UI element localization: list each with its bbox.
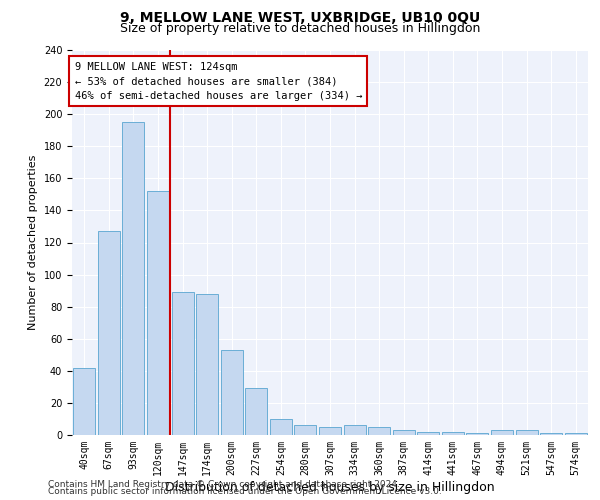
Bar <box>442 432 464 435</box>
Bar <box>295 426 316 435</box>
Bar <box>270 419 292 435</box>
Bar <box>319 427 341 435</box>
Bar <box>98 232 120 435</box>
Bar <box>417 432 439 435</box>
Bar <box>491 430 513 435</box>
Bar <box>392 430 415 435</box>
Bar <box>540 434 562 435</box>
Bar <box>245 388 268 435</box>
Bar <box>196 294 218 435</box>
Bar <box>73 368 95 435</box>
Y-axis label: Number of detached properties: Number of detached properties <box>28 155 38 330</box>
Bar <box>221 350 243 435</box>
Bar <box>122 122 145 435</box>
Text: 9, MELLOW LANE WEST, UXBRIDGE, UB10 0QU: 9, MELLOW LANE WEST, UXBRIDGE, UB10 0QU <box>120 11 480 25</box>
X-axis label: Distribution of detached houses by size in Hillingdon: Distribution of detached houses by size … <box>165 480 495 494</box>
Bar <box>172 292 194 435</box>
Bar <box>515 430 538 435</box>
Bar <box>368 427 390 435</box>
Bar <box>466 434 488 435</box>
Text: Contains public sector information licensed under the Open Government Licence v3: Contains public sector information licen… <box>48 487 442 496</box>
Text: Size of property relative to detached houses in Hillingdon: Size of property relative to detached ho… <box>120 22 480 35</box>
Bar <box>147 191 169 435</box>
Text: 9 MELLOW LANE WEST: 124sqm
← 53% of detached houses are smaller (384)
46% of sem: 9 MELLOW LANE WEST: 124sqm ← 53% of deta… <box>74 62 362 101</box>
Bar <box>565 434 587 435</box>
Text: Contains HM Land Registry data © Crown copyright and database right 2024.: Contains HM Land Registry data © Crown c… <box>48 480 400 489</box>
Bar <box>344 426 365 435</box>
